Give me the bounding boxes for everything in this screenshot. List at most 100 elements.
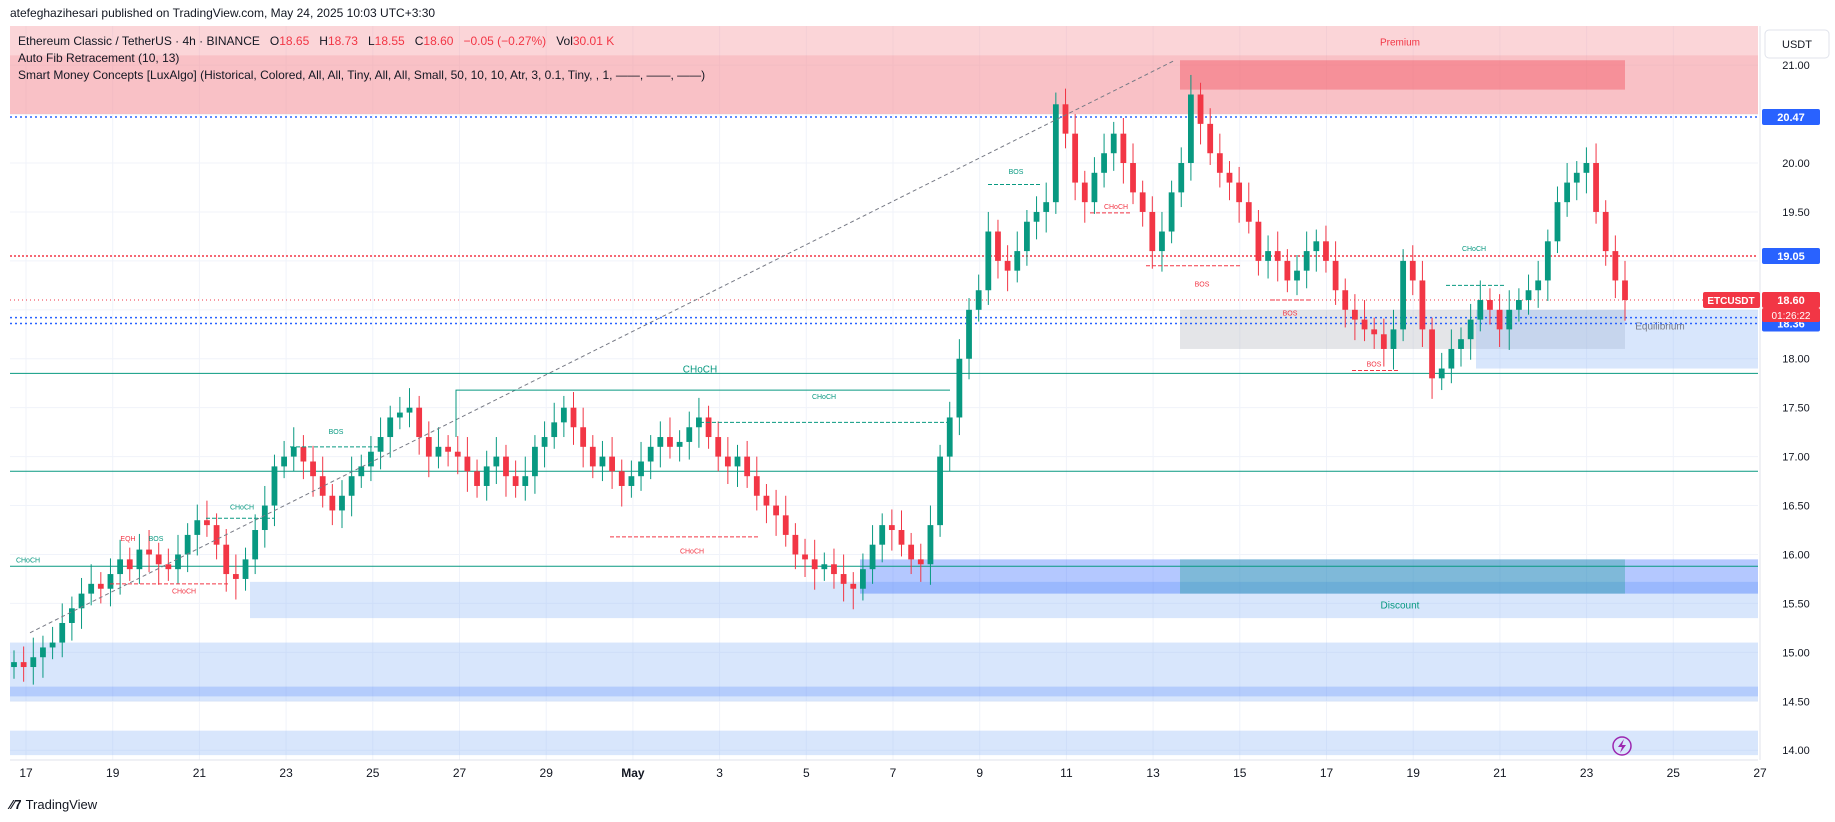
candle — [1419, 260, 1426, 348]
x-tick-label: 11 — [1060, 766, 1073, 780]
candle — [628, 460, 635, 498]
candle-body — [937, 456, 943, 526]
candle — [551, 402, 558, 449]
x-tick-label: 25 — [366, 766, 380, 780]
candle — [1544, 229, 1551, 302]
x-tick-label: 15 — [1233, 766, 1247, 780]
candle-body — [1351, 309, 1358, 320]
candle — [696, 397, 702, 448]
candle-body — [165, 564, 172, 570]
candle-body — [831, 564, 837, 575]
candle — [1226, 161, 1233, 201]
candle-body — [628, 476, 635, 486]
candle-body — [638, 461, 644, 477]
candle — [792, 523, 799, 570]
candle — [840, 554, 847, 602]
candle — [1429, 317, 1435, 399]
candle-body — [1458, 339, 1464, 349]
x-tick-label: 17 — [1320, 766, 1334, 780]
candle — [888, 509, 895, 551]
candle-body — [252, 530, 259, 560]
candle-body — [1274, 251, 1281, 261]
candle-body — [589, 446, 596, 467]
candle-body — [840, 574, 847, 584]
candle-body — [232, 574, 239, 579]
close-value: 18.60 — [423, 34, 454, 48]
candle-body — [1477, 300, 1484, 320]
x-tick-label: 25 — [1667, 766, 1681, 780]
candle — [435, 427, 442, 469]
candle-body — [20, 662, 27, 668]
indicator-fib[interactable]: Auto Fib Retracement (10, 13) — [18, 51, 180, 65]
candle — [49, 626, 56, 660]
x-tick-label: 7 — [890, 766, 897, 780]
candle-body — [1583, 163, 1590, 173]
candle-body — [117, 559, 124, 575]
x-tick-label: 21 — [1493, 766, 1507, 780]
candle — [1448, 329, 1455, 384]
footer-brand: TradingView — [25, 797, 98, 812]
candle-body — [49, 642, 56, 648]
candle-body — [1159, 231, 1165, 252]
x-tick-label: 23 — [1580, 766, 1594, 780]
candle — [1004, 245, 1011, 292]
candle — [1554, 186, 1561, 254]
candle-body — [532, 446, 538, 477]
candle — [1342, 278, 1349, 328]
candle — [1207, 108, 1214, 165]
candle — [1197, 82, 1204, 145]
indicator-smc[interactable]: Smart Money Concepts [LuxAlgo] (Historic… — [18, 68, 706, 82]
candle-body — [995, 231, 1001, 261]
candle-body — [1052, 104, 1059, 203]
candle-body — [1245, 202, 1252, 222]
candle-body — [975, 290, 982, 310]
candle — [1101, 133, 1107, 188]
candle-body — [406, 407, 413, 413]
volume-value: 30.01 K — [572, 34, 615, 48]
alert-lightning-icon — [1612, 736, 1632, 756]
candle-body — [88, 583, 95, 594]
candle-body — [1004, 260, 1011, 271]
candle-body — [879, 525, 886, 545]
candle — [1535, 260, 1542, 308]
candle — [1245, 182, 1252, 234]
candle — [1467, 303, 1474, 360]
candle — [1014, 231, 1021, 283]
symbol-title[interactable]: Ethereum Classic / TetherUS · 4h · BINAN… — [18, 34, 260, 48]
candle — [1438, 352, 1445, 391]
premium-band — [10, 55, 1758, 115]
candle — [1487, 288, 1493, 325]
candle — [445, 435, 451, 467]
x-tick-label: 9 — [976, 766, 983, 780]
candle — [1274, 231, 1281, 282]
x-tick-label: 27 — [1753, 766, 1767, 780]
candle — [117, 539, 124, 595]
candle-body — [358, 466, 365, 477]
candle-body — [464, 456, 471, 472]
candle-body — [956, 358, 963, 418]
candle-body — [1226, 172, 1233, 183]
candle — [1400, 249, 1407, 342]
candle-body — [1072, 133, 1079, 183]
candle — [1477, 280, 1484, 332]
candle-body — [59, 622, 66, 643]
candle-body — [1188, 94, 1194, 164]
candle-body — [522, 476, 529, 486]
candle — [30, 637, 37, 685]
discount-zone — [250, 581, 1758, 619]
discount-label: Discount — [1381, 600, 1420, 611]
candle — [609, 437, 615, 489]
equilibrium-ext — [1476, 309, 1758, 369]
structure-label: CHoCH — [683, 364, 717, 375]
candle-body — [377, 437, 384, 452]
structure-label: BOS — [149, 536, 164, 543]
candle — [483, 450, 490, 501]
candle-body — [1265, 251, 1271, 261]
candle — [1351, 294, 1358, 341]
premium-zone — [10, 26, 1758, 115]
candle — [1024, 209, 1030, 266]
attribution-text: atefeghazihesari published on TradingVie… — [10, 6, 436, 20]
candle — [136, 533, 143, 584]
candle-body — [763, 495, 770, 506]
